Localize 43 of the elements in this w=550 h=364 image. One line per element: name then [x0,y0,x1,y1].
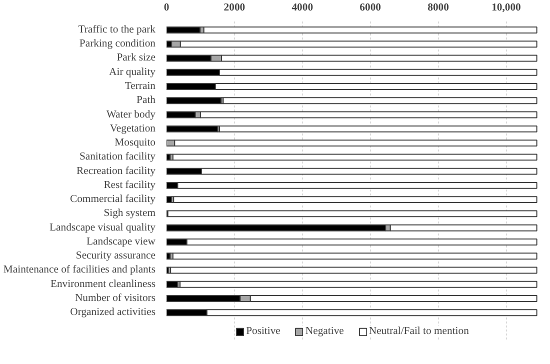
x-tick-label: 0 [164,2,170,14]
y-tick-label: Number of visitors [74,293,156,304]
legend-label: Neutral/Fail to mention [368,326,469,337]
bar [166,224,386,232]
y-tick-label: Environment cleanliness [50,278,156,290]
y-tick-label: Parking condition [79,38,156,50]
x-tick-label: 8000 [428,2,449,14]
y-tick-label: Traffic to the park [78,24,156,36]
bar [166,97,222,104]
legend-label: Negative [305,326,344,337]
x-tick-label: 4000 [292,2,314,14]
y-tick-label: Path [136,95,156,106]
y-tick-label: Air quality [109,66,156,78]
y-tick-label: Security assurance [76,250,156,262]
y-tick-label: Sigh system [104,208,156,220]
x-tick-label: 10,000 [492,2,521,14]
y-tick-label: Park size [116,52,156,64]
bar [166,280,178,288]
bar [172,252,538,260]
y-tick-label: Landscape view [86,236,156,248]
bar [166,111,196,118]
x-tick-label: 2000 [224,2,246,14]
bar [222,97,538,104]
y-tick-label: Sanitation facility [79,152,156,163]
y-tick-label: Rest facility [104,180,156,191]
bar [166,26,201,34]
y-tick-label: Vegetation [110,123,156,134]
legend-label: Positive [246,326,280,337]
y-tick-label: Commercial facility [70,194,156,206]
bar [203,26,538,34]
y-tick-label: Mosquito [114,138,156,149]
bar [170,266,538,274]
y-tick-label: Maintenance of facilities and plants [3,264,156,276]
bar [173,196,538,204]
x-tick-label: 6000 [360,2,381,14]
y-tick-label: Recreation facility [76,166,156,177]
y-tick-label: Organized activities [70,307,156,318]
y-tick-label: Water body [106,109,156,120]
bar [180,280,538,288]
y-tick-label: Landscape visual quality [50,222,156,234]
y-tick-label: Terrain [124,81,156,92]
bar [167,210,538,218]
bar [172,154,538,161]
